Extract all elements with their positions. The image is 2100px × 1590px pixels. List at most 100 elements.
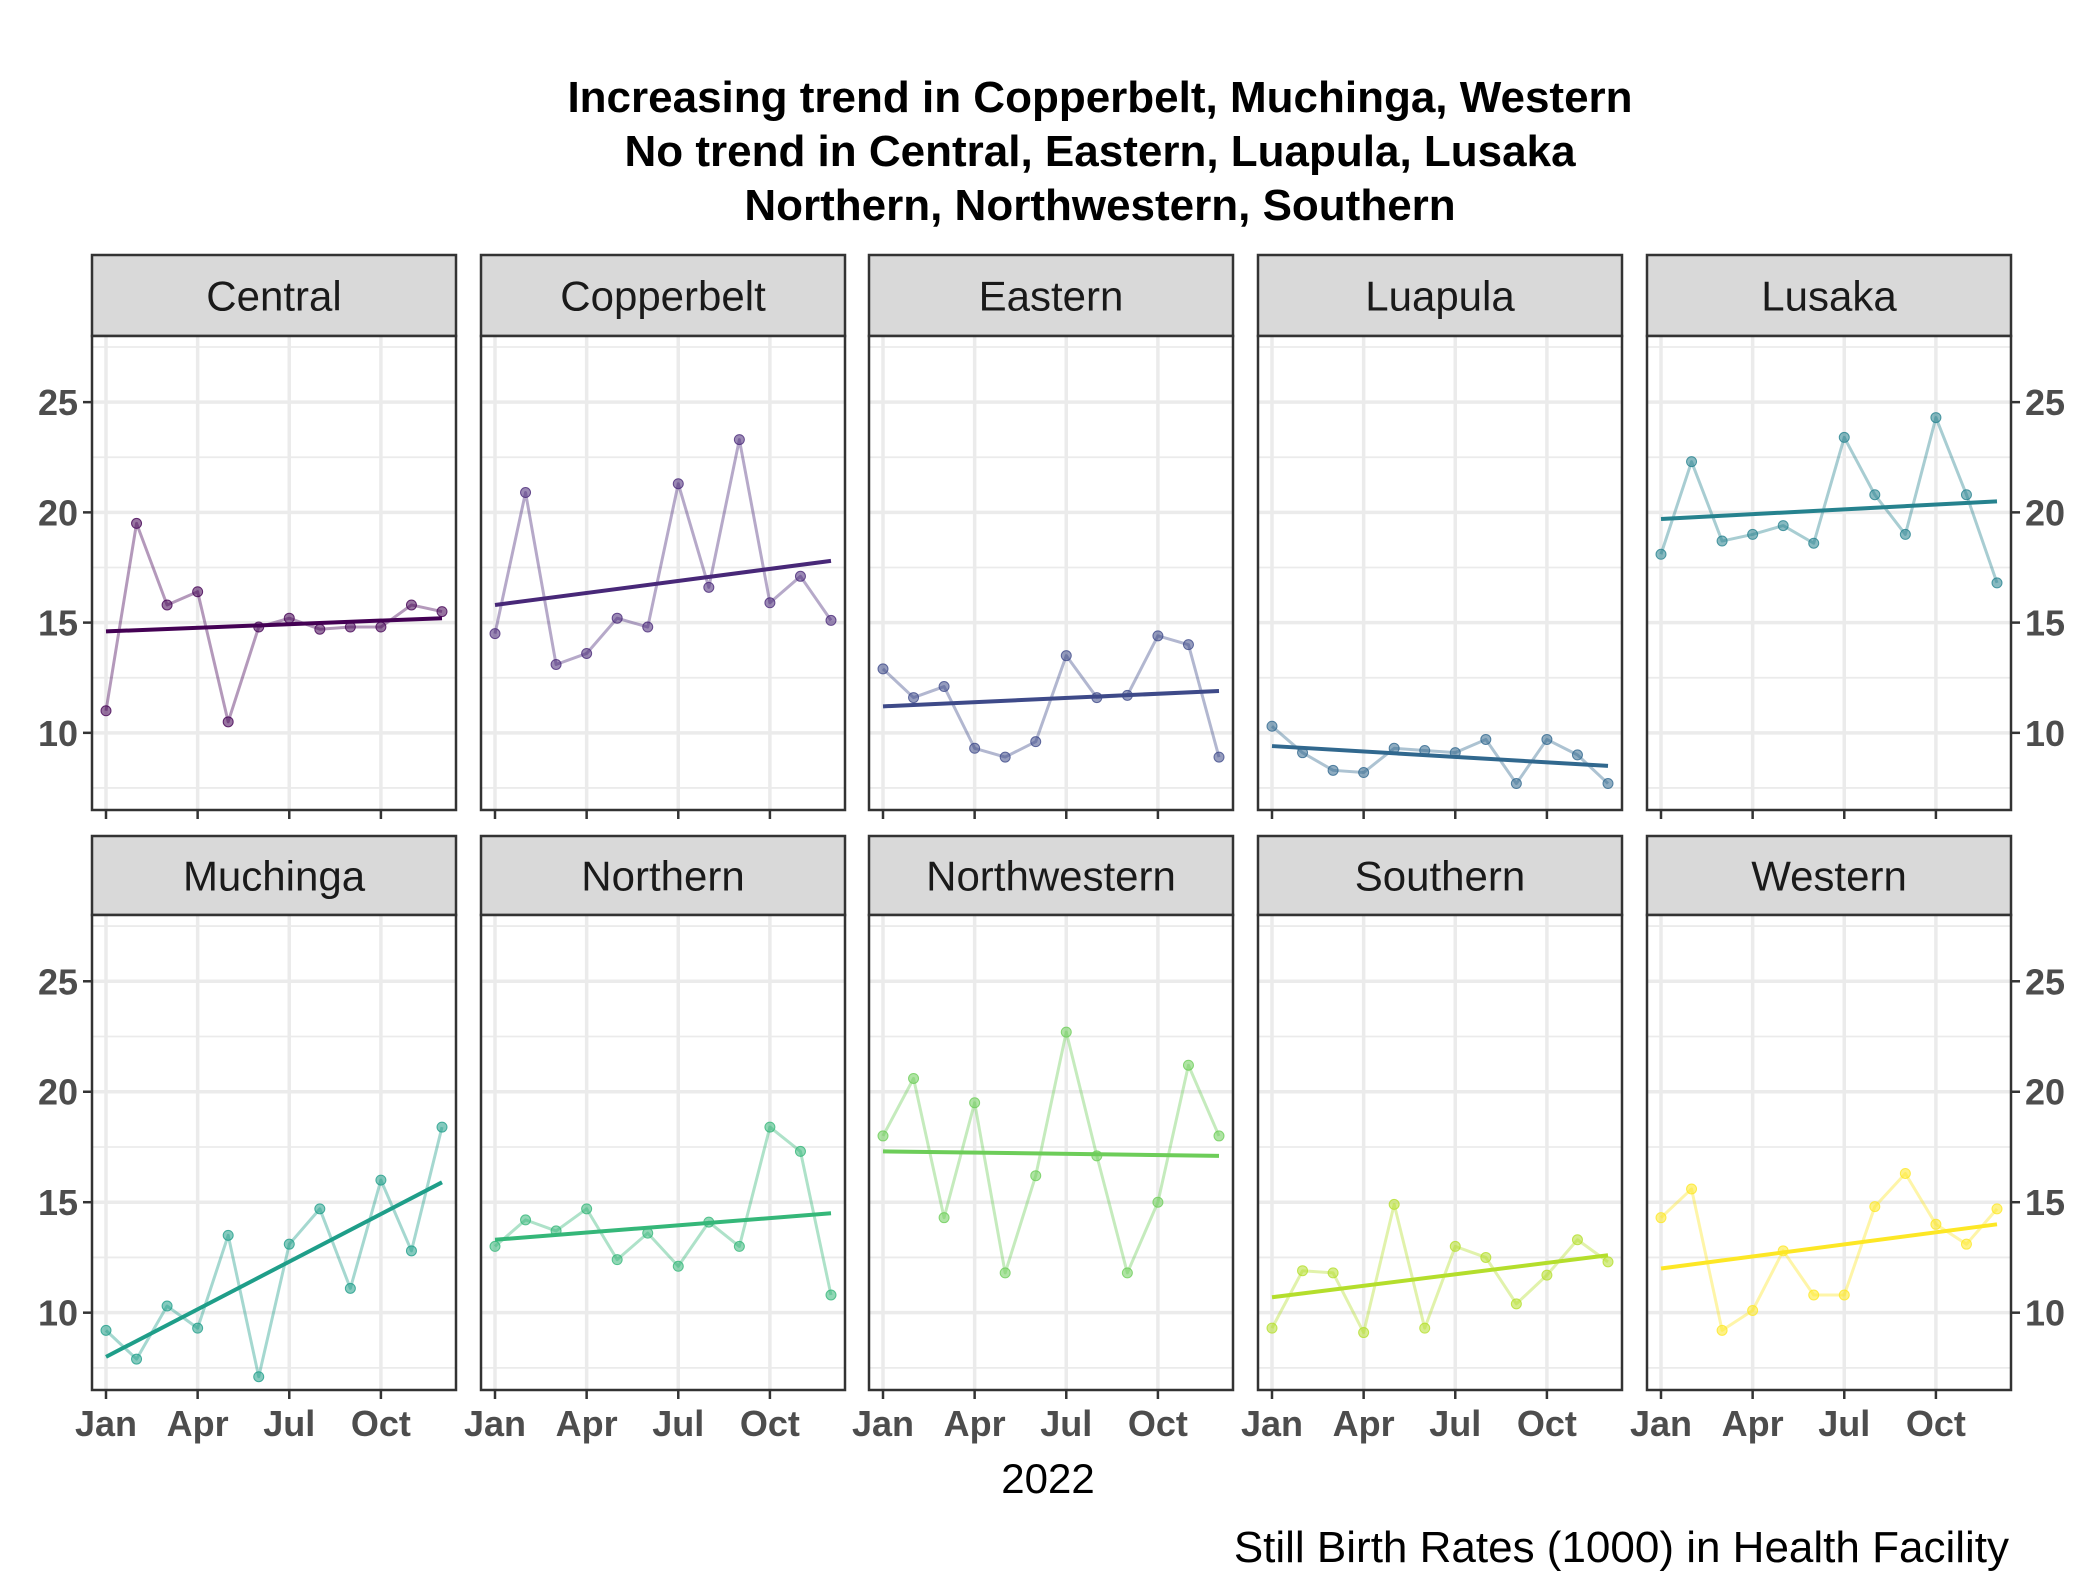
gridlines-southern [1258, 915, 1622, 1390]
y-tick-label: 20 [38, 492, 78, 533]
series-line-copperbelt [493, 438, 833, 666]
panel-central: Central 10 15 20 25 [38, 253, 458, 819]
data-point [611, 1254, 623, 1266]
data-point [100, 1324, 112, 1336]
data-point [1121, 1267, 1133, 1279]
trend-line-western [1660, 1222, 1998, 1271]
data-point [733, 434, 745, 446]
data-point [1510, 1298, 1522, 1310]
data-point [489, 628, 501, 640]
panel-border-western [1645, 913, 2013, 1392]
x-tick-label: Oct [1906, 1403, 1966, 1444]
y-tick-label: 10 [2025, 1293, 2065, 1334]
data-point [161, 599, 173, 611]
x-tick-label: Jan [1630, 1403, 1692, 1444]
data-point [1213, 1130, 1225, 1142]
data-point [794, 1145, 806, 1157]
y-tick-label: 25 [2025, 961, 2065, 1002]
data-point [161, 1300, 173, 1312]
data-point [520, 487, 532, 499]
data-point [1571, 749, 1583, 761]
facet-strip-lusaka [1645, 253, 2013, 338]
facet-label-luapula: Luapula [1365, 273, 1515, 320]
data-point [1808, 1289, 1820, 1301]
data-point [100, 705, 112, 717]
data-point [908, 1072, 920, 1084]
y-tick-label: 10 [2025, 713, 2065, 754]
data-points-central [100, 517, 448, 728]
data-point [1991, 577, 2003, 589]
facet-strip-northern [479, 834, 847, 917]
data-point [1747, 528, 1759, 540]
y-tick-label: 10 [38, 1293, 78, 1334]
data-point [969, 742, 981, 754]
plot-background-lusaka [1647, 336, 2011, 810]
data-point [1960, 1238, 1972, 1250]
data-point [283, 612, 295, 624]
data-point [1060, 650, 1072, 662]
panel-border-northwestern [867, 913, 1235, 1392]
panel-border-luapula [1256, 334, 1624, 812]
trend-line-northwestern [882, 1149, 1220, 1158]
data-point [1747, 1304, 1759, 1316]
panel-muchinga: Muchinga Jan Apr Jul Oct 10 15 20 25 [38, 834, 458, 1444]
data-point [1541, 1269, 1553, 1281]
x-tick-label: Jul [1818, 1403, 1870, 1444]
data-point [999, 1267, 1011, 1279]
series-line-lusaka [1659, 416, 1999, 584]
x-tick-label: Apr [1333, 1403, 1395, 1444]
plot-background-northern [481, 915, 845, 1390]
data-point [672, 478, 684, 490]
x-tick-label: Jul [1040, 1403, 1092, 1444]
data-point [222, 1229, 234, 1241]
gridlines-luapula [1258, 336, 1622, 810]
data-point [375, 1174, 387, 1186]
data-point [344, 1282, 356, 1294]
facet-panels: Central 10 15 20 25 Copperbelt Eastern Luapula L… [38, 253, 2065, 1444]
data-point [1449, 1240, 1461, 1252]
trend-line-muchinga [105, 1180, 443, 1359]
data-point [1266, 720, 1278, 732]
data-point [764, 597, 776, 609]
panel-border-southern [1256, 913, 1624, 1392]
data-point [1419, 1322, 1431, 1334]
data-point [908, 692, 920, 704]
plot-background-muchinga [92, 915, 456, 1390]
data-point [1930, 412, 1942, 424]
data-points-western [1655, 1167, 2003, 1336]
data-point [222, 716, 234, 728]
title-line-1: Increasing trend in Copperbelt, Muchinga… [567, 73, 1632, 122]
x-tick-label: Oct [740, 1403, 800, 1444]
data-point [1899, 1167, 1911, 1179]
data-point [283, 1238, 295, 1250]
data-point [1655, 1212, 1667, 1224]
x-tick-label: Apr [556, 1403, 618, 1444]
y-tick-label: 10 [38, 713, 78, 754]
data-point [436, 606, 448, 618]
series-line-western [1659, 1171, 1999, 1332]
data-point [581, 1203, 593, 1215]
x-tick-label: Oct [1517, 1403, 1577, 1444]
facet-strip-muchinga [90, 834, 458, 917]
y-tick-label: 25 [38, 382, 78, 423]
y-tick-label: 20 [2025, 1072, 2065, 1113]
data-point [703, 581, 715, 593]
plot-background-copperbelt [481, 336, 845, 810]
data-point [1327, 764, 1339, 776]
data-point [1297, 1265, 1309, 1277]
y-tick-label: 15 [2025, 603, 2065, 644]
trend-line-luapula [1271, 744, 1609, 768]
x-tick-label: Jan [852, 1403, 914, 1444]
facet-label-eastern: Eastern [979, 273, 1124, 320]
facet-strip-northwestern [867, 834, 1235, 917]
title-line-3: Northern, Northwestern, Southern [744, 181, 1455, 230]
panel-border-eastern [867, 334, 1235, 812]
panel-border-copperbelt [479, 334, 847, 812]
data-point [192, 1322, 204, 1334]
data-point [489, 1240, 501, 1252]
facet-label-northwestern: Northwestern [926, 853, 1176, 900]
data-point [1541, 733, 1553, 745]
data-points-muchinga [100, 1121, 448, 1383]
panel-border-northern [479, 913, 847, 1392]
y-tick-label: 25 [2025, 382, 2065, 423]
